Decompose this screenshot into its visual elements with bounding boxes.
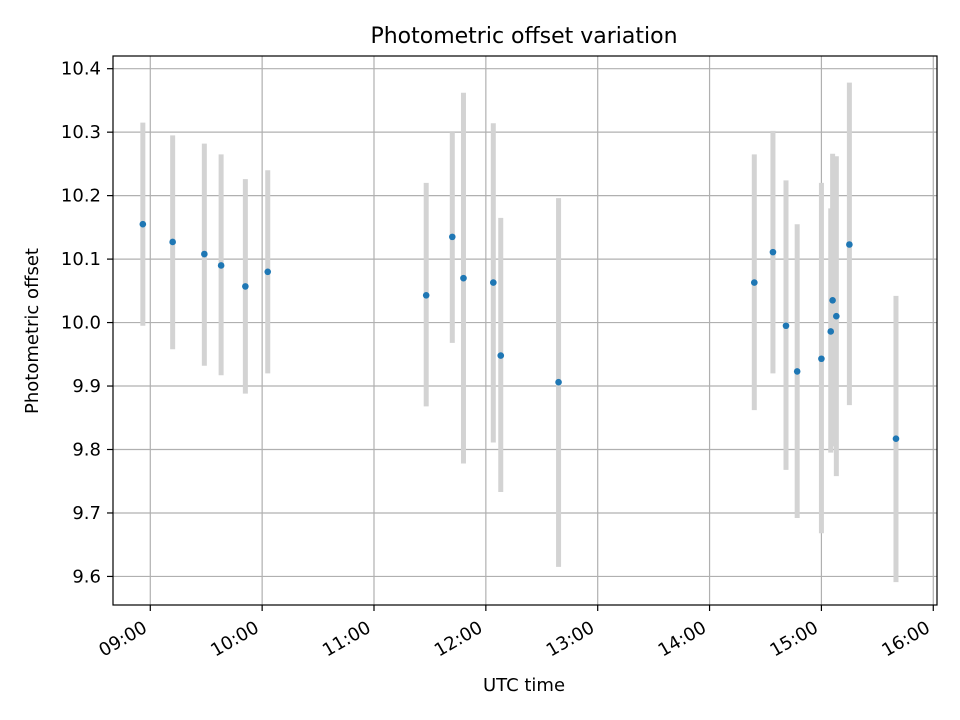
y-tick-label: 9.6 [72, 566, 101, 587]
data-point [892, 435, 900, 443]
data-point [555, 378, 562, 386]
data-point [846, 241, 853, 248]
y-axis-label: Photometric offset [22, 248, 43, 414]
y-tick-label: 10.0 [61, 313, 101, 334]
y-tick-label: 10.2 [61, 186, 101, 207]
data-points [139, 220, 900, 443]
data-point [242, 283, 249, 290]
data-point [793, 368, 801, 375]
data-point [169, 238, 176, 246]
data-point [422, 291, 430, 299]
y-tick-label: 9.8 [72, 440, 101, 461]
y-tick-label: 10.1 [61, 249, 101, 270]
data-point [460, 274, 467, 282]
data-point [264, 268, 272, 276]
y-tick-label: 10.3 [61, 122, 101, 143]
y-tick-label: 10.4 [61, 59, 101, 80]
data-point [833, 312, 840, 320]
plot-frame [112, 55, 938, 606]
chart-title: Photometric offset variation [370, 24, 677, 49]
data-point [769, 248, 777, 256]
data-point [201, 250, 208, 258]
y-axis-ticks: 9.6 9.7 9.8 9.9 10.0 10.1 10.2 10.3 10.4 [61, 59, 113, 587]
x-axis-label: UTC time [483, 675, 565, 696]
data-point [217, 262, 225, 269]
data-point [448, 233, 456, 241]
data-point [827, 328, 835, 335]
data-point [139, 220, 147, 228]
y-tick-label: 9.7 [72, 503, 101, 524]
data-point [818, 355, 825, 363]
y-tick-label: 9.9 [72, 376, 101, 397]
data-point [751, 279, 758, 286]
data-point [782, 322, 790, 330]
data-point [497, 352, 505, 359]
data-point [829, 297, 836, 304]
data-point [490, 279, 497, 286]
